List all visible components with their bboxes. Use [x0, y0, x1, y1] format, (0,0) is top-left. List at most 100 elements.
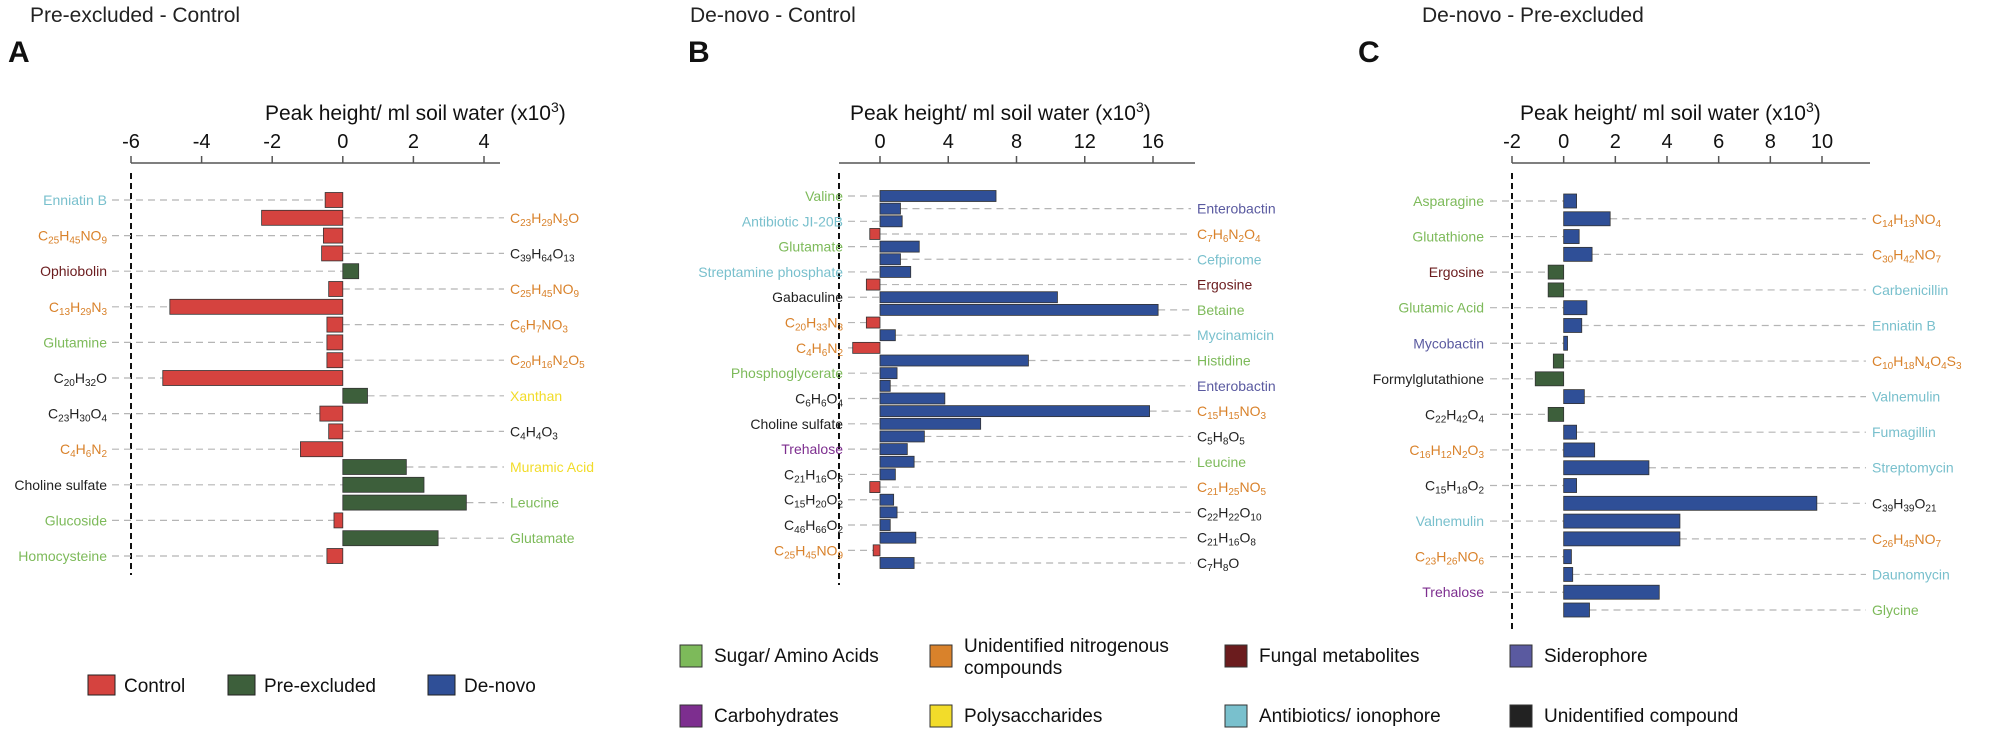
bar [879, 519, 891, 531]
panel-letter: C [1358, 36, 1380, 69]
row-label: C7H6N2O4 [1197, 226, 1261, 245]
bar [879, 266, 912, 278]
legend-label: Unidentified compound [1544, 706, 1738, 727]
row-label: Asparagine [1413, 193, 1484, 209]
row-label: Glutamate [778, 239, 843, 255]
row-label: C21H16O8 [1197, 530, 1256, 549]
x-tick-label: -2 [1503, 131, 1521, 153]
row-label: C25H45NO9 [774, 542, 844, 561]
row-label: Mycobactin [1413, 335, 1484, 351]
row-label: C15H20O2 [784, 492, 843, 511]
bar [261, 209, 344, 226]
bar [879, 506, 898, 519]
legend-label: Pre-excluded [264, 676, 376, 697]
bar [326, 316, 344, 333]
bar [1563, 495, 1818, 511]
row-label: Mycinamicin [1197, 327, 1274, 343]
row-label: Cefpirome [1197, 251, 1262, 267]
bar [879, 430, 925, 443]
legend-label: Polysaccharides [964, 706, 1102, 727]
x-axis-title: Peak height/ ml soil water (x103) [265, 99, 566, 125]
bar [879, 455, 915, 468]
row-label: Valine [805, 188, 843, 204]
row-label: Valnemulin [1872, 389, 1940, 405]
row-label: Antibiotic JI-20B [742, 213, 843, 229]
row-label: C16H12N2O3 [1409, 442, 1484, 461]
x-tick-label: 10 [1811, 131, 1833, 153]
bar [319, 405, 344, 422]
group-legend: Control Pre-excluded De-novo [87, 674, 536, 697]
bar [879, 240, 920, 253]
bar [852, 341, 881, 354]
x-tick-label: 0 [874, 131, 885, 153]
x-tick-label: 16 [1142, 131, 1164, 153]
row-label: Xanthan [510, 388, 562, 404]
x-tick-label: -6 [122, 131, 140, 153]
bar [1563, 246, 1593, 262]
row-label: Enterobactin [1197, 201, 1276, 217]
bar [879, 354, 1029, 367]
x-tick-label: -4 [193, 131, 211, 153]
bar [879, 392, 946, 405]
row-label: C14H13NO4 [1872, 211, 1942, 230]
row-label: Valnemulin [1416, 513, 1484, 529]
row-label: Formylglutathione [1373, 371, 1484, 387]
bar [879, 493, 895, 506]
legend-label: Fungal metabolites [1259, 646, 1420, 667]
row-label: C20H16N2O5 [510, 352, 585, 371]
legend-label: Unidentified nitrogenous [964, 636, 1169, 657]
legend-label: Antibiotics/ ionophore [1259, 706, 1441, 727]
row-label: Glycine [1872, 602, 1919, 618]
row-label: Streptamine phosphate [698, 264, 843, 280]
bar [1563, 478, 1577, 493]
x-tick-label: 4 [478, 131, 489, 153]
bar [879, 405, 1150, 418]
legend-swatch [1224, 644, 1248, 668]
row-label: C23H30O4 [48, 406, 107, 425]
bar [1552, 353, 1565, 369]
row-label: Leucine [510, 495, 559, 511]
row-label: Phosphoglycerate [731, 365, 843, 381]
bar [342, 530, 439, 547]
bar [342, 494, 467, 511]
bar [879, 443, 908, 456]
row-label: C25H45NO9 [38, 228, 108, 247]
panel-b: De-novo - Control B Peak height/ ml soil w… [688, 4, 1276, 585]
bar [1563, 602, 1590, 618]
row-label: Glutamate [510, 530, 575, 546]
bar [322, 227, 344, 244]
bar [342, 459, 407, 475]
legend-swatch [427, 674, 456, 696]
x-tick-label: 12 [1074, 131, 1096, 153]
panel-c: De-novo - Pre-excluded C Peak height/ ml s… [1358, 4, 1962, 630]
bar [326, 352, 344, 369]
bar [879, 367, 898, 380]
row-label: C6H7NO3 [510, 317, 568, 336]
row-label: C5H8O5 [1197, 428, 1245, 447]
row-label: Ergosine [1197, 277, 1252, 293]
x-axis-title: Peak height/ ml soil water (x103) [850, 99, 1151, 125]
bar [1563, 300, 1588, 316]
bar [324, 192, 344, 208]
legend-swatch [679, 704, 703, 728]
row-label: C39H39O21 [1872, 495, 1937, 514]
row-label: C4H4O3 [510, 423, 558, 442]
row-label: C13H29N3 [49, 299, 108, 318]
row-label: Betaine [1197, 302, 1245, 318]
bar [879, 557, 915, 569]
bar [879, 468, 896, 481]
x-tick-label: 4 [1661, 131, 1672, 153]
row-label: Leucine [1197, 454, 1246, 470]
bar [869, 481, 881, 493]
bar [865, 316, 881, 329]
row-label: Trehalose [781, 441, 843, 457]
row-label: Carbenicillin [1872, 282, 1948, 298]
x-tick-label: -2 [263, 131, 281, 153]
bar [1563, 318, 1583, 333]
x-tick-label: 0 [1558, 131, 1569, 153]
bar [1563, 229, 1580, 244]
bar [1563, 567, 1574, 582]
row-label: Streptomycin [1872, 460, 1954, 476]
bar [879, 253, 901, 266]
